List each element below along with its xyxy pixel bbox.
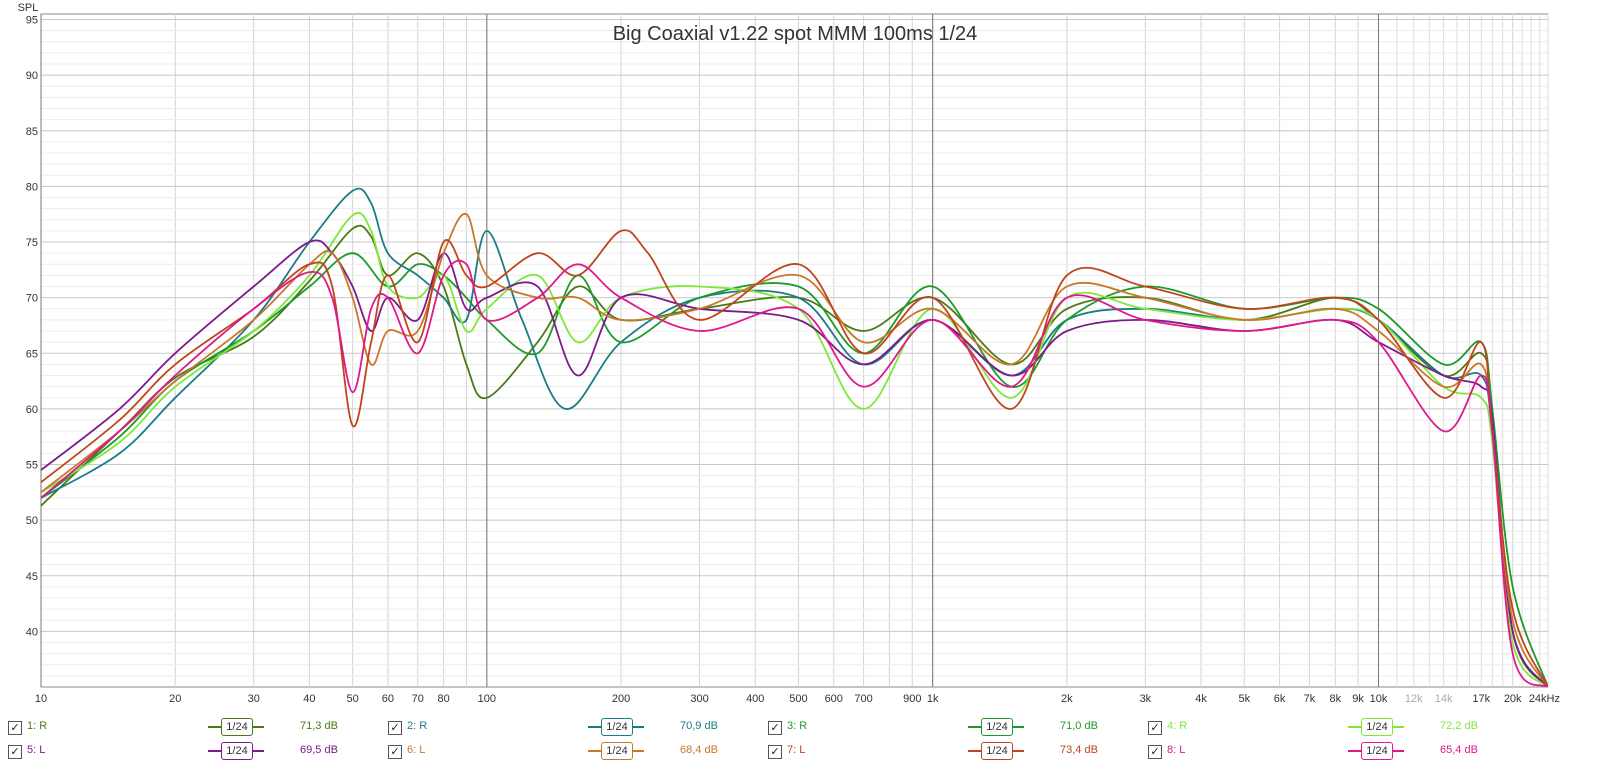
legend-level-value: 65,4 dB <box>1440 744 1478 756</box>
y-tick-label: 45 <box>26 571 38 583</box>
legend-item: ✓ 8: L 1/24 65,4 dB <box>1140 742 1520 766</box>
x-tick-label: 500 <box>789 693 807 705</box>
y-tick-label: 50 <box>26 515 38 527</box>
smoothing-button[interactable]: 1/24 <box>1361 718 1393 736</box>
y-axis-label: SPL <box>18 2 39 14</box>
x-tick-label: 6k <box>1274 693 1286 705</box>
legend-item: ✓ 1: R 1/24 71,3 dB <box>0 718 380 742</box>
legend-level-value: 71,3 dB <box>300 720 338 732</box>
series-visibility-checkbox[interactable]: ✓ <box>1148 721 1162 735</box>
series-visibility-checkbox[interactable]: ✓ <box>8 721 22 735</box>
legend-level-value: 73,4 dB <box>1060 744 1098 756</box>
x-tick-label: 24kHz <box>1529 693 1560 705</box>
legend-series-label: 2: R <box>407 720 428 732</box>
x-tick-label: 1k <box>927 693 939 705</box>
y-tick-label: 55 <box>26 460 38 472</box>
legend-series-label: 7: L <box>787 744 806 756</box>
y-tick-label: 95 <box>26 15 38 27</box>
y-tick-label: 65 <box>26 348 38 360</box>
x-tick-label: 3k <box>1140 693 1152 705</box>
legend-item: ✓ 2: R 1/24 70,9 dB <box>380 718 760 742</box>
series-line-4 <box>41 212 1548 687</box>
legend-level-value: 70,9 dB <box>680 720 718 732</box>
series-line-7 <box>41 229 1548 687</box>
series-visibility-checkbox[interactable]: ✓ <box>768 745 782 759</box>
y-tick-label: 40 <box>26 626 38 638</box>
x-tick-label: 10k <box>1370 693 1388 705</box>
smoothing-button[interactable]: 1/24 <box>221 742 253 760</box>
y-tick-label: 85 <box>26 126 38 138</box>
x-tick-label: 2k <box>1061 693 1073 705</box>
y-tick-label: 75 <box>26 237 38 249</box>
x-tick-label: 200 <box>612 693 630 705</box>
x-tick-label: 700 <box>854 693 872 705</box>
legend-series-label: 5: L <box>27 744 46 756</box>
legend-item: ✓ 4: R 1/24 72,2 dB <box>1140 718 1520 742</box>
series-line-6 <box>41 213 1548 687</box>
frequency-response-chart: 40 45 50 55 60 65 70 75 80 85 90 95 SPL 10 20 30 40 50 60 7… <box>18 2 1560 705</box>
x-tick-label: 20k <box>1504 693 1522 705</box>
x-tick-label: 600 <box>825 693 843 705</box>
legend-series-label: 6: L <box>407 744 426 756</box>
series-line-8 <box>41 259 1548 687</box>
legend-item: ✓ 5: L 1/24 69,5 dB <box>0 742 380 766</box>
smoothing-button[interactable]: 1/24 <box>601 718 633 736</box>
x-tick-label: 50 <box>346 693 358 705</box>
x-tick-label: 14k <box>1435 693 1453 705</box>
x-tick-label: 5k <box>1238 693 1250 705</box>
series-visibility-checkbox[interactable]: ✓ <box>388 721 402 735</box>
x-tick-label: 400 <box>746 693 764 705</box>
smoothing-button[interactable]: 1/24 <box>1361 742 1393 760</box>
x-tick-label: 20 <box>169 693 181 705</box>
x-tick-label: 7k <box>1304 693 1316 705</box>
legend-series-label: 1: R <box>27 720 48 732</box>
x-tick-label: 40 <box>303 693 315 705</box>
x-tick-label: 9k <box>1352 693 1364 705</box>
x-tick-label: 60 <box>382 693 394 705</box>
legend-level-value: 72,2 dB <box>1440 720 1478 732</box>
legend-item: ✓ 7: L 1/24 73,4 dB <box>760 742 1140 766</box>
x-tick-label: 17k <box>1472 693 1490 705</box>
chart-title: Big Coaxial v1.22 spot MMM 100ms 1/24 <box>613 23 978 45</box>
series-visibility-checkbox[interactable]: ✓ <box>1148 745 1162 759</box>
y-tick-label: 70 <box>26 293 38 305</box>
legend-series-label: 4: R <box>1167 720 1188 732</box>
legend-level-value: 68,4 dB <box>680 744 718 756</box>
x-tick-label: 10 <box>35 693 47 705</box>
x-tick-label: 100 <box>478 693 496 705</box>
series-visibility-checkbox[interactable]: ✓ <box>388 745 402 759</box>
y-tick-label: 60 <box>26 404 38 416</box>
series-line-3 <box>41 252 1548 687</box>
x-tick-label: 900 <box>903 693 921 705</box>
smoothing-button[interactable]: 1/24 <box>601 742 633 760</box>
x-tick-label: 70 <box>412 693 424 705</box>
x-tick-label: 300 <box>690 693 708 705</box>
series-visibility-checkbox[interactable]: ✓ <box>8 745 22 759</box>
y-tick-label: 80 <box>26 181 38 193</box>
y-tick-label: 90 <box>26 70 38 82</box>
x-tick-label: 80 <box>437 693 449 705</box>
legend-item: ✓ 3: R 1/24 71,0 dB <box>760 718 1140 742</box>
legend-level-value: 69,5 dB <box>300 744 338 756</box>
legend-panel: ✓ 1: R 1/24 71,3 dB ✓ 2: R 1/24 70,9 dB ✓ 3: R 1/2… <box>0 718 1600 778</box>
smoothing-button[interactable]: 1/24 <box>981 718 1013 736</box>
legend-series-label: 8: L <box>1167 744 1186 756</box>
x-tick-label: 4k <box>1195 693 1207 705</box>
series-line-1 <box>41 224 1548 687</box>
plot-area <box>40 13 1549 688</box>
x-tick-label: 8k <box>1329 693 1341 705</box>
series-visibility-checkbox[interactable]: ✓ <box>768 721 782 735</box>
legend-item: ✓ 6: L 1/24 68,4 dB <box>380 742 760 766</box>
legend-level-value: 71,0 dB <box>1060 720 1098 732</box>
x-tick-label: 12k <box>1405 693 1423 705</box>
smoothing-button[interactable]: 1/24 <box>981 742 1013 760</box>
legend-series-label: 3: R <box>787 720 808 732</box>
smoothing-button[interactable]: 1/24 <box>221 718 253 736</box>
x-tick-label: 30 <box>248 693 260 705</box>
